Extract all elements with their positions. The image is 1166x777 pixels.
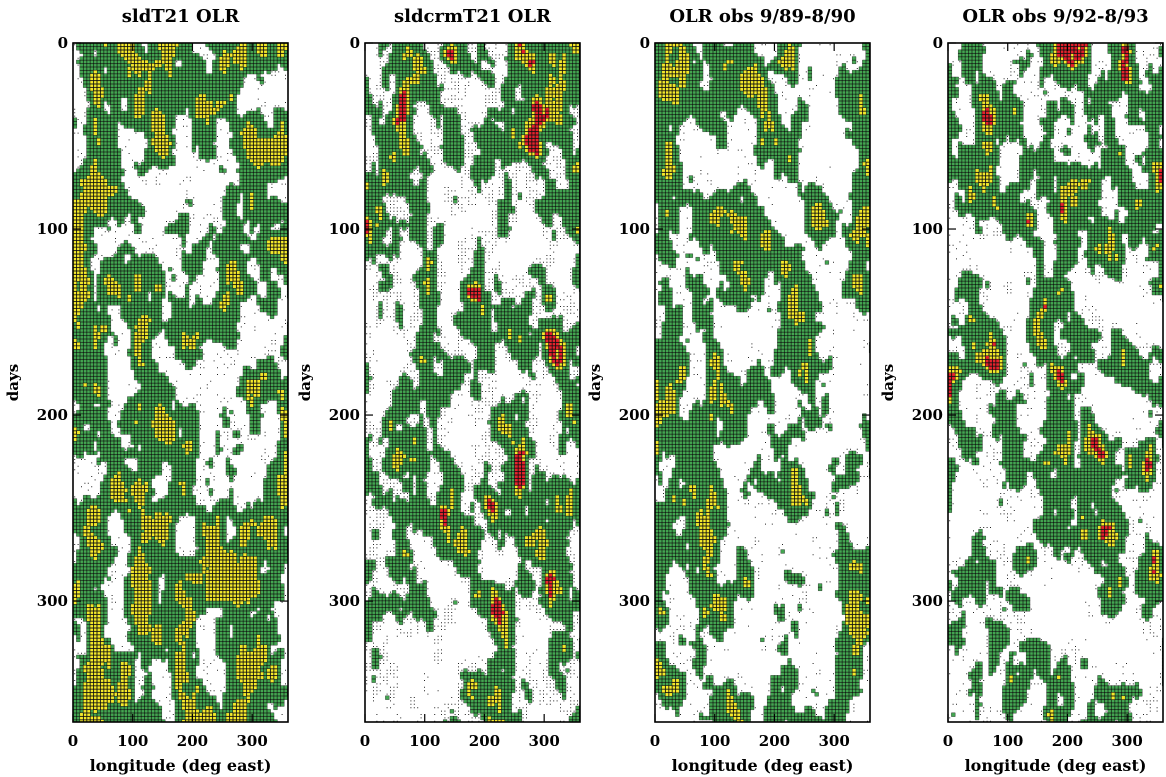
y-tick-label: 100 — [329, 220, 360, 238]
x-tick-label: 100 — [699, 732, 730, 750]
y-tick-label: 100 — [912, 220, 943, 238]
y-tick-label: 100 — [619, 220, 650, 238]
x-tick-label: 100 — [992, 732, 1023, 750]
contour-green — [365, 43, 580, 722]
olr-field — [948, 43, 1163, 722]
panel-2: 0 100 200 300 0 100 200 300 sldcrmT21 OLR days — [296, 6, 581, 750]
y-tick-label: 100 — [37, 220, 68, 238]
x-axis-label: longitude (deg east) — [672, 756, 854, 775]
y-tick-label: 200 — [912, 406, 943, 424]
y-tick-label: 0 — [58, 34, 68, 52]
x-tick-label: 100 — [117, 732, 148, 750]
x-tick-label: 0 — [68, 732, 78, 750]
x-tick-label: 200 — [1052, 732, 1083, 750]
plot-frame — [654, 42, 871, 723]
x-tick-label: 200 — [177, 732, 208, 750]
y-tick-label: 200 — [37, 406, 68, 424]
x-axis-label: longitude (deg east) — [965, 756, 1147, 775]
y-tick-label: 0 — [350, 34, 360, 52]
olr-field — [655, 43, 870, 722]
panel-4: 0 100 200 300 0 100 200 300 OLR obs 9/92-8/93 lon… — [879, 6, 1164, 775]
y-tick-label: 300 — [912, 592, 943, 610]
y-axis-label: days — [296, 364, 314, 401]
x-tick-label: 0 — [650, 732, 660, 750]
panel-title: sldcrmT21 OLR — [394, 6, 552, 27]
y-tick-label: 300 — [37, 592, 68, 610]
y-tick-label: 200 — [619, 406, 650, 424]
y-axis-label: days — [586, 364, 604, 401]
plot-frame — [947, 42, 1164, 723]
x-tick-label: 0 — [943, 732, 953, 750]
x-tick-label: 300 — [819, 732, 850, 750]
olr-field — [73, 43, 288, 722]
panel-title: sldT21 OLR — [122, 6, 241, 27]
contour-red — [365, 43, 580, 626]
olr-field — [365, 43, 580, 722]
y-tick-label: 200 — [329, 406, 360, 424]
contour-red — [948, 43, 1163, 575]
x-tick-label: 300 — [1112, 732, 1143, 750]
x-tick-label: 300 — [237, 732, 268, 750]
panel-title: OLR obs 9/92-8/93 — [962, 6, 1148, 27]
contour-green — [948, 43, 1163, 722]
contour-yellow — [73, 43, 288, 722]
y-tick-label: 300 — [329, 592, 360, 610]
x-tick-label: 100 — [409, 732, 440, 750]
panel-3: 0 100 200 300 0 100 200 300 OLR obs 9/89-8/90 lon… — [586, 6, 871, 775]
y-tick-label: 0 — [640, 34, 650, 52]
x-tick-label: 300 — [529, 732, 560, 750]
panel-1: 0 100 200 300 0 100 200 300 sldT21 OLR longitude … — [4, 6, 289, 775]
contour-yellow — [655, 43, 870, 722]
y-axis-label: days — [4, 364, 22, 401]
x-axis-label: longitude (deg east) — [90, 756, 272, 775]
y-tick-label: 0 — [933, 34, 943, 52]
x-tick-label: 200 — [759, 732, 790, 750]
y-axis-label: days — [879, 364, 897, 401]
x-tick-label: 0 — [360, 732, 370, 750]
plot-frame — [72, 42, 289, 723]
y-tick-label: 300 — [619, 592, 650, 610]
x-tick-label: 200 — [469, 732, 500, 750]
plot-frame — [364, 42, 581, 723]
panel-title: OLR obs 9/89-8/90 — [669, 6, 855, 27]
